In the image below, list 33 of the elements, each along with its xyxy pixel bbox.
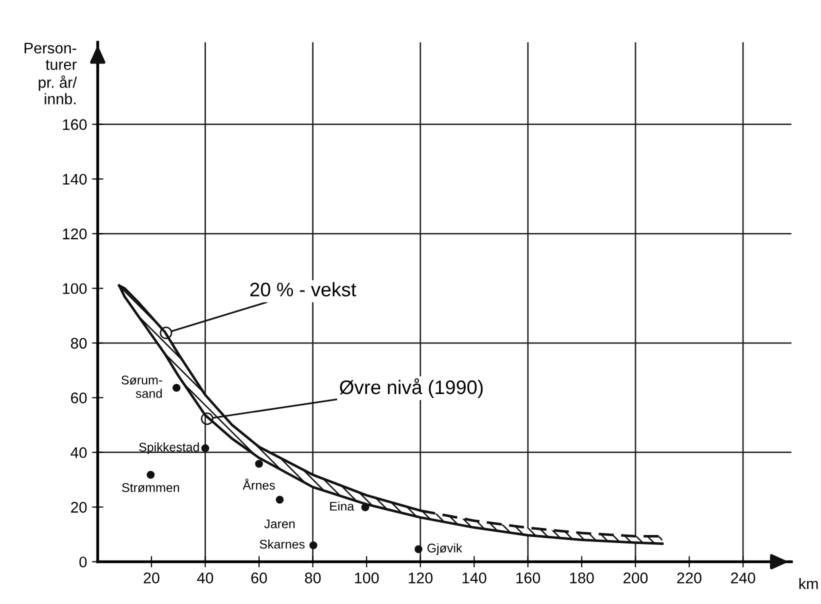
x-tick-label: 20 — [144, 572, 160, 584]
annotation: Jaren — [264, 520, 295, 528]
x-tick-label: 80 — [304, 572, 321, 584]
y-tick-label: 40 — [70, 447, 87, 458]
annotation: Sørum- sand — [122, 376, 162, 398]
y-tick-label: 0 — [79, 556, 87, 568]
x-axis-title: km — [799, 578, 818, 590]
annotation: 20 % - vekst — [250, 282, 356, 296]
y-tick-label: 140 — [62, 174, 87, 185]
y-tick-label: 20 — [71, 502, 87, 513]
x-tick-label: 60 — [251, 572, 267, 584]
annotation: Årnes — [242, 478, 275, 490]
y-tick-label: 80 — [70, 338, 87, 349]
y-tick-label: 120 — [62, 228, 87, 240]
annotation: Øvre nivå (1990) — [340, 378, 483, 398]
x-tick-label: 220 — [677, 572, 702, 584]
x-tick-label: 180 — [570, 572, 594, 584]
x-tick-label: 160 — [516, 572, 540, 584]
x-tick-label: 140 — [462, 572, 486, 584]
y-tick-label: 60 — [71, 392, 87, 404]
x-tick-label: 240 — [731, 572, 756, 584]
y-axis-title: Person- turer pr. år/ innb. — [24, 42, 77, 104]
y-tick-label: 100 — [62, 283, 87, 294]
annotation: Gjøvik — [427, 543, 462, 555]
x-tick-label: 200 — [624, 572, 648, 584]
x-tick-label: 120 — [408, 572, 433, 584]
y-tick-label: 160 — [62, 119, 87, 130]
annotation: Spikkestad — [139, 442, 199, 454]
annotation: Eina — [330, 501, 354, 511]
x-tick-label: 40 — [197, 572, 214, 584]
x-tick-label: 100 — [355, 572, 379, 584]
annotation: Strømmen — [122, 483, 180, 492]
annotation: Skarnes — [260, 539, 305, 549]
